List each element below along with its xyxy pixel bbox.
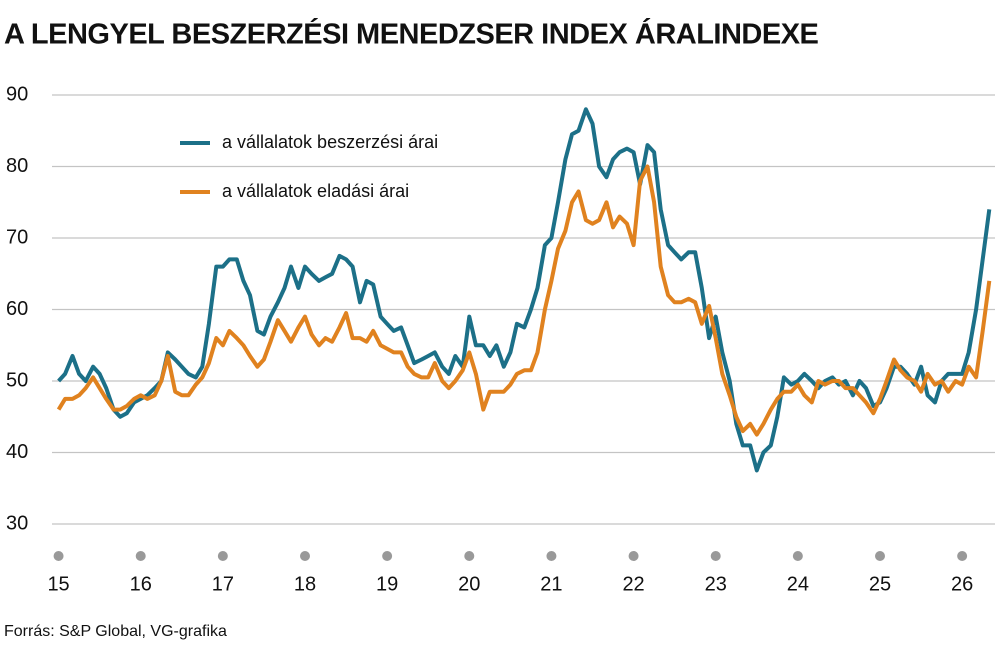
x-tick-dot bbox=[53, 551, 64, 561]
x-tick-label: 23 bbox=[705, 573, 727, 595]
x-tick-label: 25 bbox=[869, 573, 891, 595]
x-tick-dot bbox=[382, 551, 393, 561]
x-tick-dot bbox=[300, 551, 310, 561]
series-line bbox=[57, 107, 992, 473]
x-tick-label: 19 bbox=[376, 573, 398, 595]
y-tick-label: 50 bbox=[6, 369, 28, 391]
x-tick-label: 17 bbox=[212, 573, 234, 595]
x-tick-label: 26 bbox=[951, 573, 973, 595]
source: Forrás: S&P Global, VG-grafika bbox=[4, 623, 227, 640]
x-tick-label: 20 bbox=[458, 573, 480, 595]
x-tick-dot bbox=[628, 551, 639, 561]
x-tick-label: 18 bbox=[294, 573, 316, 595]
legend-label: a vállalatok beszerzési árai bbox=[222, 132, 438, 152]
y-tick-label: 80 bbox=[6, 155, 28, 177]
x-tick-dot bbox=[135, 551, 146, 561]
x-tick-dot bbox=[710, 551, 721, 561]
chart-title: A LENGYEL BESZERZÉSI MENEDZSER INDEX ÁRA… bbox=[4, 17, 819, 51]
x-tick-dot bbox=[546, 551, 557, 561]
x-tick-dot bbox=[217, 551, 228, 561]
y-tick-label: 60 bbox=[6, 298, 28, 320]
y-tick-label: 90 bbox=[6, 83, 28, 105]
x-tick-dot bbox=[792, 551, 803, 561]
series-line bbox=[56, 164, 992, 437]
x-tick-label: 22 bbox=[622, 573, 644, 595]
y-tick-label: 70 bbox=[6, 226, 28, 248]
x-tick-label: 16 bbox=[130, 573, 152, 595]
x-tick-label: 24 bbox=[787, 573, 809, 595]
y-tick-label: 40 bbox=[6, 441, 28, 463]
x-tick-dot bbox=[464, 551, 475, 561]
legend-label: a vállalatok eladási árai bbox=[222, 181, 409, 201]
x-tick-dot bbox=[957, 551, 968, 561]
x-tick-label: 15 bbox=[47, 573, 69, 595]
x-tick-label: 21 bbox=[540, 573, 562, 595]
x-tick-dot bbox=[875, 551, 885, 561]
y-tick-label: 30 bbox=[6, 512, 28, 534]
